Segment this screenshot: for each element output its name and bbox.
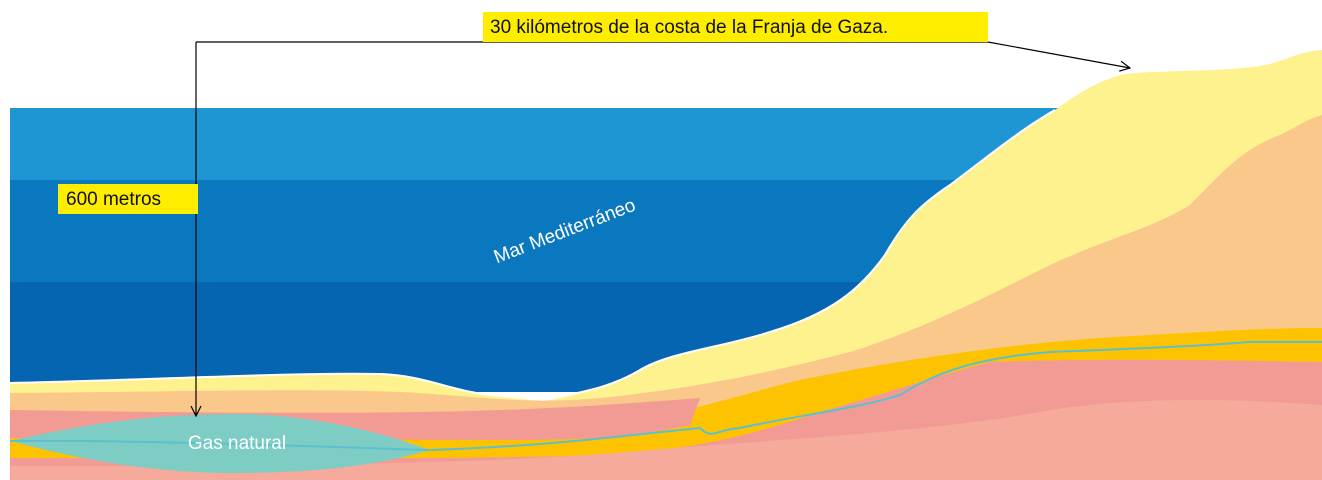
distance-arrow: [196, 42, 1130, 68]
depth-label: 600 metros: [66, 189, 161, 210]
distance-label: 30 kilómetros de la costa de la Franja d…: [490, 17, 888, 38]
gas-label: Gas natural: [188, 433, 286, 454]
cross-section-diagram: 30 kilómetros de la costa de la Franja d…: [0, 0, 1322, 480]
sea-band-shallow: [10, 108, 1110, 180]
page: {"labels": {"distance": "30 kilómetros d…: [0, 0, 1322, 480]
